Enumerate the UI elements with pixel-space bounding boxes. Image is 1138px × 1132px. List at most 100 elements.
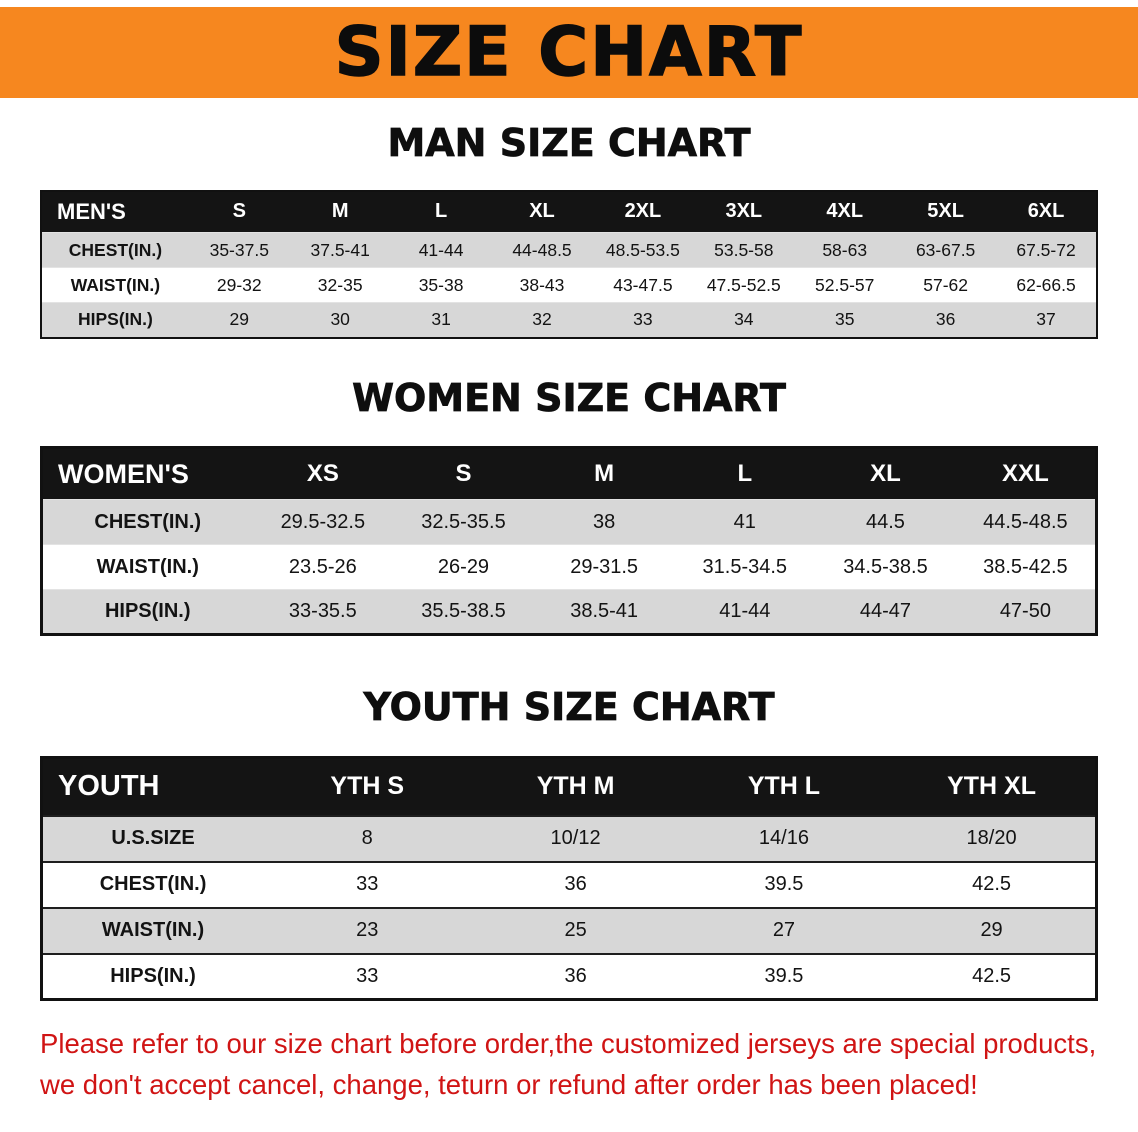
disclaimer: Please refer to our size chart before or… [40,1023,1100,1106]
value-cell: 67.5-72 [1016,239,1076,260]
size-header-cell: M [533,447,675,500]
value-cell: 29 [980,919,1003,942]
women-section-heading: WOMEN SIZE CHART [352,375,787,420]
value-cell: 10/12 [550,827,601,850]
value-cell: 58-63 [822,239,868,260]
size-header-cell: M [289,190,391,233]
value-cell: 32.5-35.5 [421,510,506,533]
value-cell: 38 [593,510,616,533]
value-cell: 33 [633,309,653,330]
women-size-chart-section: WOMEN SIZE CHART WOMEN'S XS S M L XL XXL CHEST(I… [0,375,1138,637]
table-row: CHEST(IN.) 29.5-32.5 32.5-35.5 38 41 44.5 44.5… [41,499,1097,545]
value-cell: 35-38 [418,274,464,295]
value-cell: 35 [834,309,855,330]
value-cell: 41 [733,510,756,533]
women-size-table: WOMEN'S XS S M L XL XXL CHEST(IN.) 29.5-32.5 32.5… [40,446,1098,637]
size-header-cell: S [393,447,534,500]
size-header-cell: L [674,447,816,500]
size-header-cell: 6XL [996,190,1097,233]
row-label-cell: HIPS(IN.) [77,309,153,330]
size-header-cell: 3XL [693,190,795,233]
value-cell: 14/16 [758,827,809,850]
disclaimer-line-1: Please refer to our size chart before or… [40,1028,1097,1060]
value-cell: 42.5 [972,964,1012,987]
value-cell: 53.5-58 [714,239,774,260]
size-header-cell: XL [815,447,956,500]
value-cell: 39.5 [764,964,804,987]
value-cell: 36 [935,309,956,330]
row-label-cell: WAIST(IN.) [70,274,161,295]
size-header-cell: YTH S [263,757,472,816]
value-cell: 8 [361,827,373,850]
value-cell: 27 [772,919,796,942]
value-cell: 43-47.5 [613,274,673,295]
table-row: CHEST(IN.) 35-37.5 37.5-41 41-44 44-48.5 48.5… [41,232,1097,268]
table-title-cell: WOMEN'S [41,447,253,500]
size-header-cell: XS [252,447,394,500]
row-label-cell: CHEST(IN.) [99,873,207,896]
value-cell: 38.5-42.5 [983,555,1068,578]
value-cell: 44-48.5 [512,239,572,260]
row-label-cell: HIPS(IN.) [104,600,191,623]
value-cell: 42.5 [972,873,1012,896]
value-cell: 32-35 [317,274,363,295]
size-header-cell: S [188,190,290,233]
size-header-cell: XL [491,190,593,233]
table-row: WAIST(IN.) 29-32 32-35 35-38 38-43 43-47.5 47.… [41,267,1097,303]
value-cell: 44.5-48.5 [983,510,1068,533]
value-cell: 29-31.5 [570,555,639,578]
value-cell: 63-67.5 [915,239,976,260]
header-row: YOUTH YTH S YTH M YTH L YTH XL [41,757,1097,816]
value-cell: 35.5-38.5 [421,600,506,623]
value-cell: 36 [564,964,587,987]
value-cell: 29-32 [216,274,262,295]
value-cell: 39.5 [764,873,804,896]
man-section-heading: MAN SIZE CHART [387,121,751,165]
value-cell: 41-44 [719,600,771,623]
header-row: WOMEN'S XS S M L XL XXL [41,447,1097,500]
value-cell: 29 [229,309,250,330]
value-cell: 34 [734,309,754,330]
row-label-cell: HIPS(IN.) [110,964,196,987]
page-title: SIZE CHART [334,12,804,92]
value-cell: 41-44 [418,239,464,260]
value-cell: 29.5-32.5 [280,510,366,533]
value-cell: 33-35.5 [288,600,357,623]
value-cell: 44.5 [865,510,905,533]
value-cell: 57-62 [923,274,968,295]
value-cell: 30 [330,309,350,330]
header-row: MEN'S S M L XL 2XL 3XL 4XL 5XL 6XL [41,190,1097,233]
size-header-cell: 2XL [592,190,694,233]
size-header-cell: YTH M [471,757,680,816]
value-cell: 44-47 [859,600,912,623]
youth-size-table: YOUTH YTH S YTH M YTH L YTH XL U.S.SIZE 8 10/12… [40,756,1098,1002]
value-cell: 62-66.5 [1016,274,1076,295]
man-size-chart-section: MAN SIZE CHART MEN'S S M L XL 2XL 3XL 4XL 5XL 6XL C… [0,121,1138,339]
value-cell: 38-43 [519,274,565,295]
size-header-cell: YTH XL [888,757,1097,816]
row-label-cell: WAIST(IN.) [96,555,199,578]
size-header-cell: 5XL [895,190,997,233]
value-cell: 37 [1036,309,1056,330]
row-label-cell: U.S.SIZE [111,827,195,850]
value-cell: 31 [431,309,451,330]
value-cell: 47-50 [999,600,1051,623]
table-row: WAIST(IN.) 23 25 27 29 [41,907,1097,954]
table-title-cell: YOUTH [41,757,264,816]
size-header-cell: 4XL [794,190,896,233]
value-cell: 25 [564,919,587,942]
youth-section-heading: YOUTH SIZE CHART [363,685,775,730]
row-label-cell: CHEST(IN.) [94,510,202,533]
value-cell: 32 [532,309,552,330]
table-row: CHEST(IN.) 33 36 39.5 42.5 [41,861,1097,908]
value-cell: 31.5-34.5 [702,555,788,578]
size-header-cell: L [390,190,492,233]
man-size-table: MEN'S S M L XL 2XL 3XL 4XL 5XL 6XL CHEST(IN.) 35-37… [40,189,1098,339]
value-cell: 34.5-38.5 [843,555,928,578]
value-cell: 26-29 [437,555,490,578]
table-row: HIPS(IN.) 29 30 31 32 33 34 35 36 37 [41,302,1097,338]
value-cell: 48.5-53.5 [605,239,680,260]
value-cell: 38.5-41 [570,600,639,623]
value-cell: 18/20 [966,827,1017,850]
